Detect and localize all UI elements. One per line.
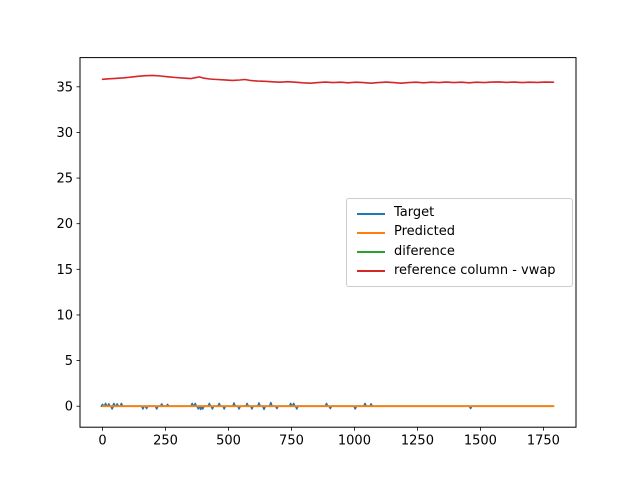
legend-entry-predicted: Predicted bbox=[357, 225, 562, 240]
x-tick-label: 250 bbox=[153, 434, 178, 449]
legend-label-target: Target bbox=[394, 205, 435, 221]
x-tick-label: 1750 bbox=[527, 434, 560, 449]
x-tick-label: 500 bbox=[216, 434, 241, 449]
y-tick-label: 35 bbox=[56, 80, 73, 95]
y-tick-label: 25 bbox=[56, 172, 73, 187]
y-tick-label: 10 bbox=[56, 308, 73, 323]
x-tick-label: 0 bbox=[98, 434, 106, 449]
legend-label-predicted: Predicted bbox=[394, 224, 456, 240]
x-tick-label: 750 bbox=[279, 434, 304, 449]
x-tick-label: 1500 bbox=[464, 434, 497, 449]
legend-entry-reference-vwap: reference column - vwap bbox=[357, 264, 562, 279]
series-line-reference-column-vwap bbox=[101, 74, 555, 84]
y-tick-label: 0 bbox=[65, 400, 73, 415]
x-tick-label: 1000 bbox=[338, 434, 371, 449]
legend-entry-diference: diference bbox=[357, 245, 562, 260]
legend-label-reference-vwap: reference column - vwap bbox=[394, 262, 556, 278]
target-line-swatch-icon bbox=[357, 212, 385, 215]
y-tick-label: 15 bbox=[56, 263, 73, 278]
legend-label-diference: diference bbox=[394, 243, 455, 259]
axes-box bbox=[79, 57, 577, 428]
diference-line-swatch-icon bbox=[357, 251, 385, 254]
y-tick-label: 30 bbox=[56, 126, 73, 141]
predicted-line-swatch-icon bbox=[357, 231, 385, 234]
reference-vwap-line-swatch-icon bbox=[357, 270, 385, 273]
x-tick-label: 1250 bbox=[401, 434, 434, 449]
legend-entry-target: Target bbox=[357, 206, 562, 221]
y-tick-label: 5 bbox=[65, 354, 73, 369]
y-tick-label: 20 bbox=[56, 217, 73, 232]
legend: Target Predicted diference reference col… bbox=[346, 198, 573, 287]
